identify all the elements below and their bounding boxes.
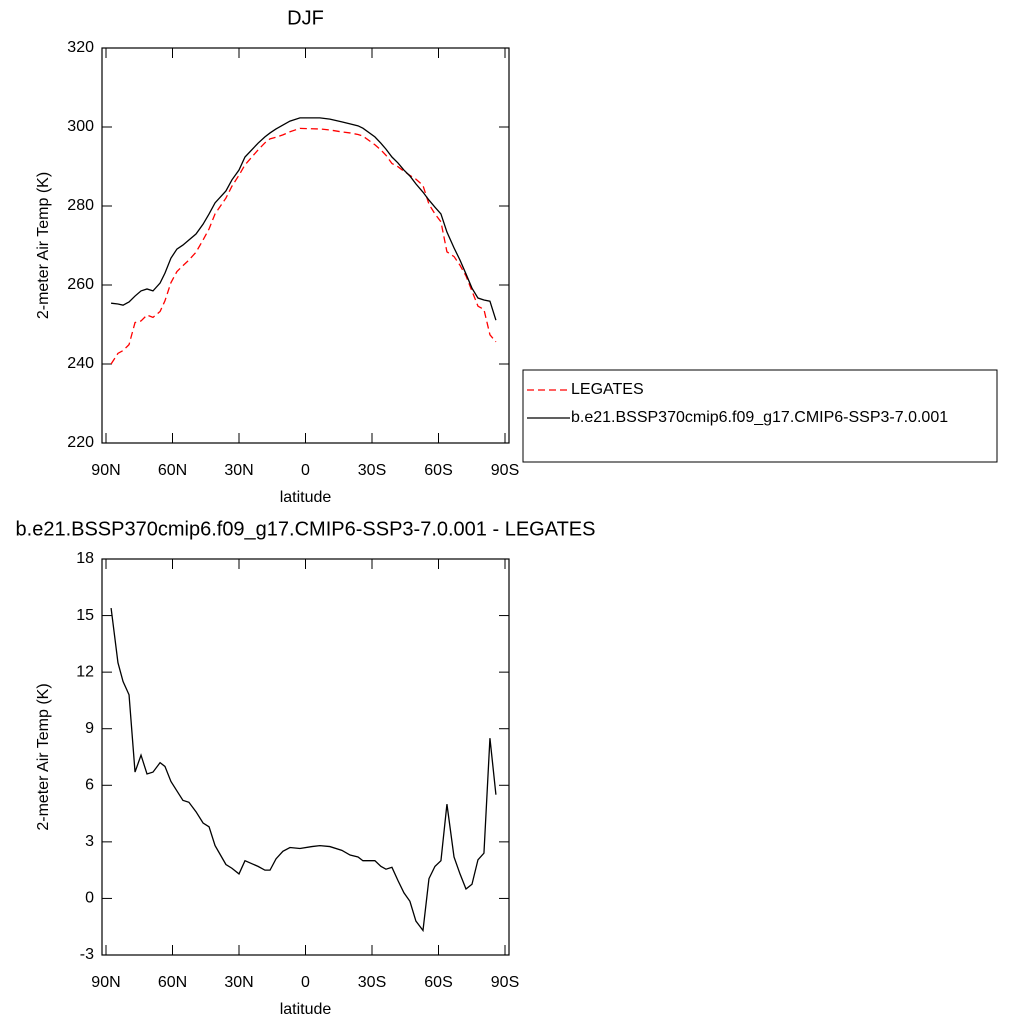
y-tick-label: 6 <box>85 777 94 794</box>
y-tick-label: 3 <box>85 833 94 850</box>
data-line <box>110 607 497 933</box>
y-tick-label: 240 <box>67 355 94 372</box>
y-tick-label: -3 <box>80 946 94 963</box>
x-tick-label: 90N <box>91 974 120 991</box>
x-tick-label: 0 <box>301 462 310 479</box>
x-tick-label: 30S <box>358 462 386 479</box>
legend-label: b.e21.BSSP370cmip6.f09_g17.CMIP6-SSP3-7.… <box>571 409 948 426</box>
x-axis-label: latitude <box>280 1001 332 1018</box>
y-tick-label: 300 <box>67 118 94 135</box>
y-tick-label: 220 <box>67 434 94 451</box>
y-tick-label: 9 <box>85 720 94 737</box>
y-tick-label: 15 <box>76 607 94 624</box>
x-tick-label: 60S <box>424 462 452 479</box>
y-axis-label: 2-meter Air Temp (K) <box>35 683 52 830</box>
y-tick-label: 280 <box>67 197 94 214</box>
x-tick-label: 60N <box>158 974 187 991</box>
x-tick-label: 30S <box>358 974 386 991</box>
x-tick-label: 30N <box>224 462 253 479</box>
y-tick-label: 260 <box>67 276 94 293</box>
y-tick-label: 320 <box>67 39 94 56</box>
plot-frame <box>101 47 510 444</box>
x-tick-label: 0 <box>301 974 310 991</box>
x-tick-label: 90N <box>91 462 120 479</box>
x-tick-label: 60N <box>158 462 187 479</box>
x-tick-label: 90S <box>491 974 519 991</box>
x-tick-label: 30N <box>224 974 253 991</box>
y-axis-label: 2-meter Air Temp (K) <box>35 172 52 319</box>
x-axis-label: latitude <box>280 489 332 506</box>
y-tick-label: 0 <box>85 890 94 907</box>
x-tick-label: 90S <box>491 462 519 479</box>
legend-label: LEGATES <box>571 381 644 398</box>
chart-title: b.e21.BSSP370cmip6.f09_g17.CMIP6-SSP3-7.… <box>16 518 596 540</box>
data-line <box>111 117 497 321</box>
y-tick-label: 12 <box>76 663 94 680</box>
y-tick-label: 18 <box>76 550 94 567</box>
x-tick-label: 60S <box>424 974 452 991</box>
plot-frame <box>101 558 510 956</box>
chart-title: DJF <box>287 7 324 29</box>
legend-frame <box>522 369 998 463</box>
data-line <box>110 127 497 365</box>
